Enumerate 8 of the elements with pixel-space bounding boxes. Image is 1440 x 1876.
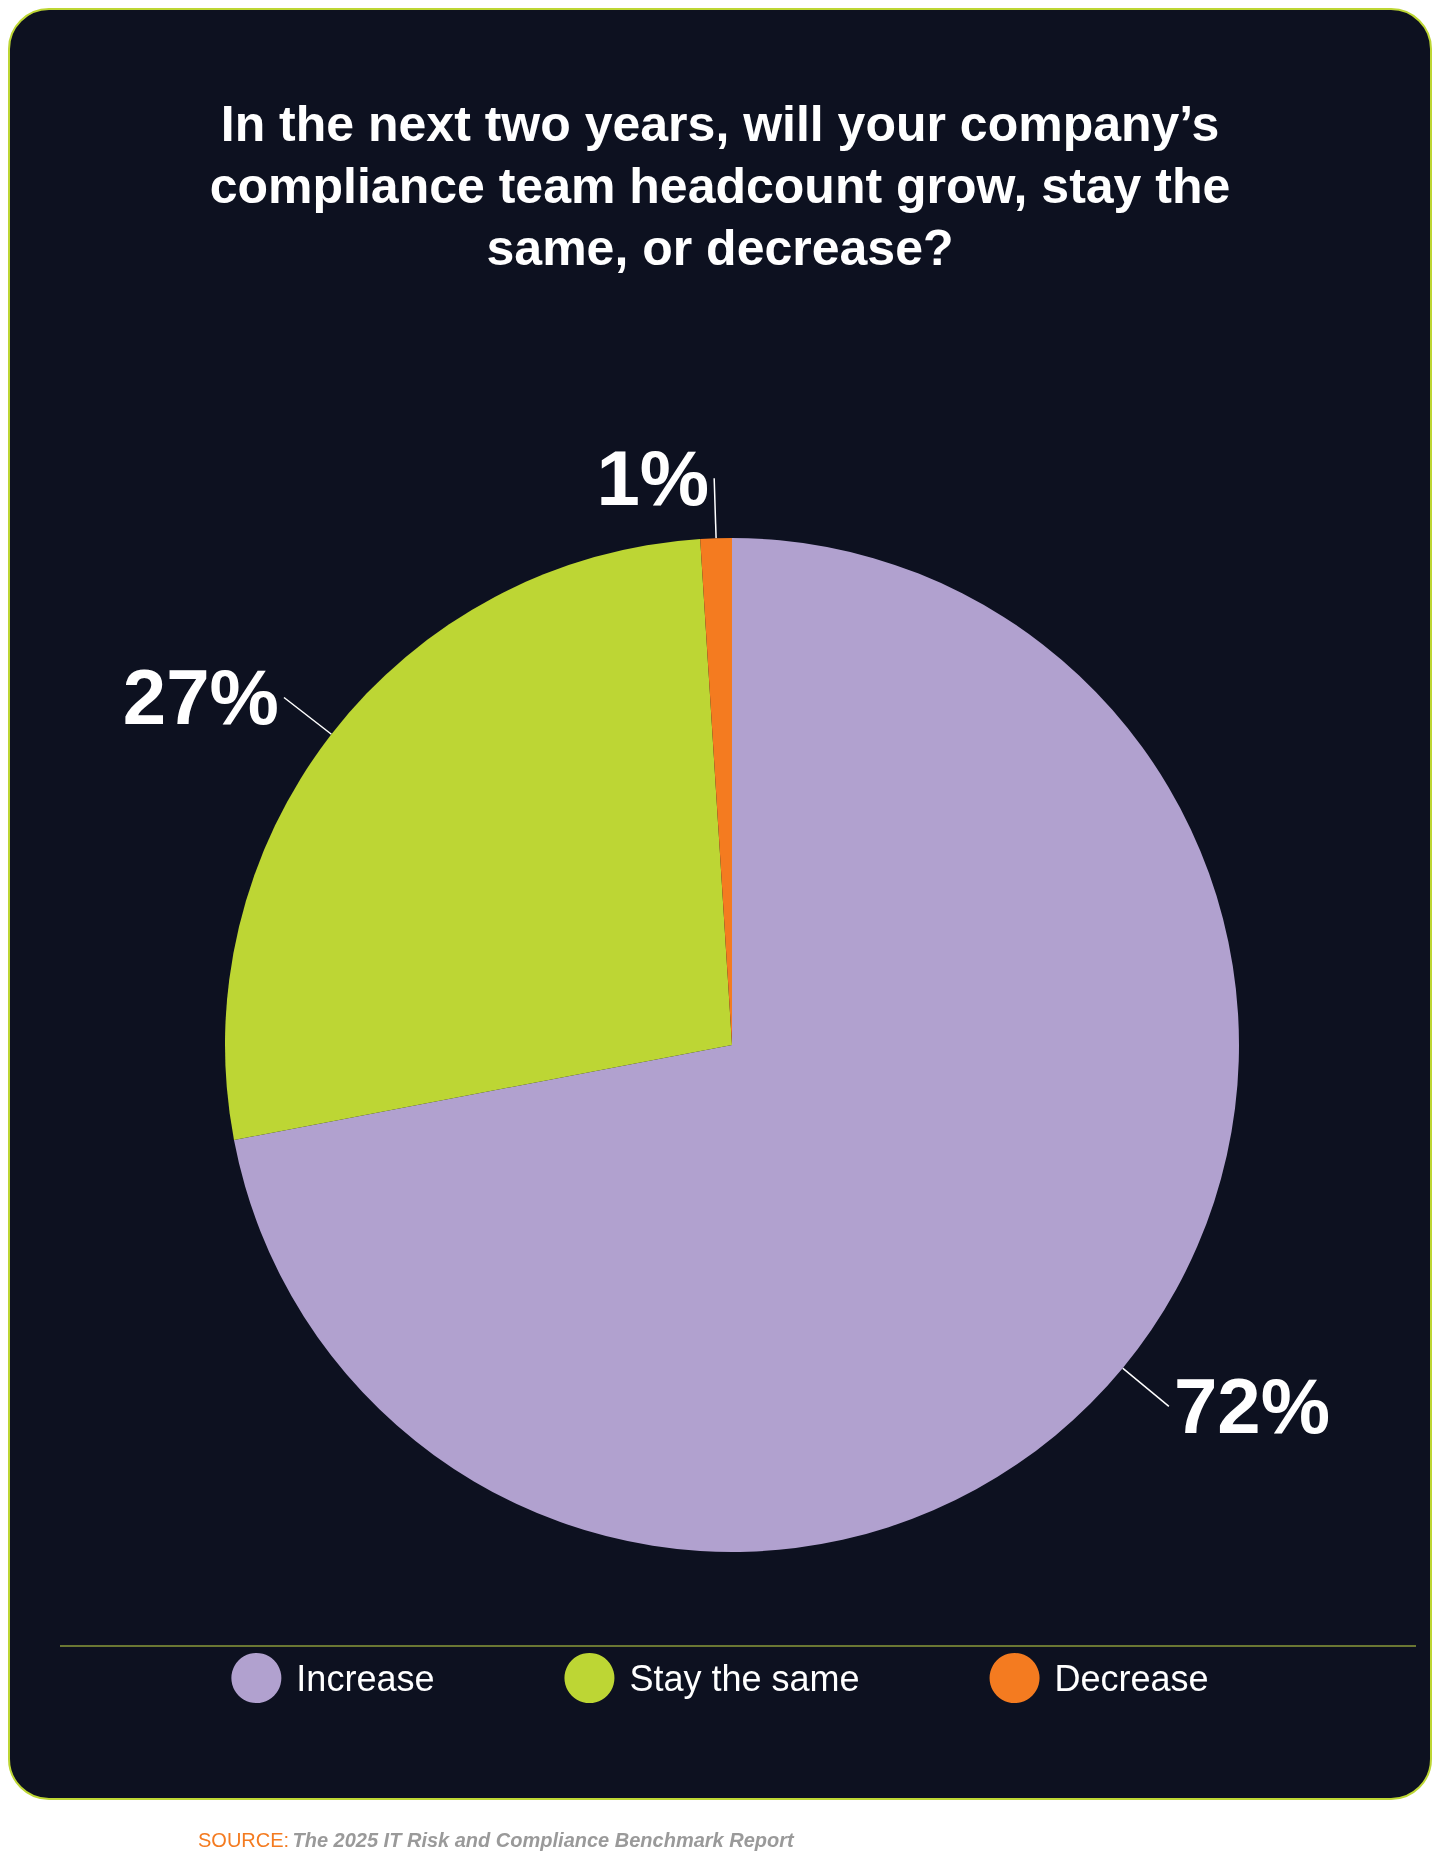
- data-label: 72%: [1173, 1362, 1331, 1451]
- chart-title: In the next two years, will your company’s compliance team headcount grow, stay the same, or decrease?: [209, 96, 1231, 276]
- legend-label: Decrease: [1054, 1657, 1209, 1699]
- data-label: 27%: [122, 653, 279, 742]
- source-note: SOURCE: The 2025 IT Risk and Compliance Benchmark Report: [198, 1829, 796, 1851]
- legend-label: Stay the same: [629, 1657, 860, 1699]
- data-label: 1%: [596, 434, 710, 523]
- legend-label: Increase: [296, 1657, 435, 1699]
